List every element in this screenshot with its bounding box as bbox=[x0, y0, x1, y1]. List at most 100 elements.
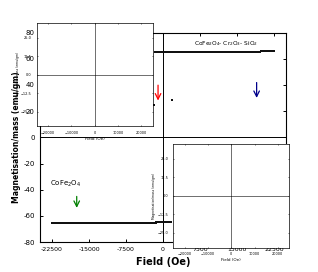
Point bbox=[127, 221, 132, 225]
Point bbox=[213, 238, 218, 243]
Point bbox=[209, 238, 214, 243]
Point bbox=[72, 221, 77, 225]
Point bbox=[73, 221, 78, 225]
Point bbox=[54, 115, 59, 119]
Point bbox=[94, 221, 100, 225]
Point bbox=[243, 149, 248, 153]
Point bbox=[191, 50, 197, 54]
Point bbox=[96, 31, 101, 36]
Point bbox=[109, 31, 114, 35]
Point bbox=[110, 221, 115, 225]
Point bbox=[235, 50, 240, 54]
Point bbox=[186, 239, 191, 243]
Point bbox=[149, 220, 155, 225]
Point bbox=[152, 220, 157, 225]
Point bbox=[186, 239, 191, 243]
Point bbox=[201, 50, 206, 54]
Point bbox=[195, 239, 200, 243]
Point bbox=[196, 50, 201, 54]
Point bbox=[241, 149, 246, 153]
Point bbox=[48, 115, 53, 119]
Point bbox=[152, 103, 157, 107]
Point bbox=[118, 221, 123, 225]
Point bbox=[65, 115, 70, 119]
Point bbox=[188, 239, 193, 243]
Point bbox=[94, 114, 99, 118]
Point bbox=[90, 114, 95, 118]
Point bbox=[269, 149, 274, 153]
Point bbox=[149, 220, 154, 225]
Point bbox=[197, 50, 202, 54]
Point bbox=[205, 50, 211, 54]
Point bbox=[217, 238, 222, 243]
Point bbox=[69, 115, 74, 119]
Point bbox=[215, 238, 220, 243]
Point bbox=[230, 238, 235, 242]
Point bbox=[210, 50, 215, 54]
Point bbox=[71, 114, 76, 119]
Point bbox=[200, 50, 205, 54]
Point bbox=[178, 239, 183, 243]
Point bbox=[230, 149, 235, 154]
Point bbox=[176, 50, 182, 54]
Point bbox=[245, 50, 250, 54]
Point bbox=[126, 221, 131, 225]
Point bbox=[100, 221, 105, 225]
Point bbox=[142, 220, 147, 225]
Point bbox=[66, 221, 71, 225]
Point bbox=[61, 221, 66, 225]
Point bbox=[280, 149, 285, 153]
Point bbox=[193, 239, 198, 243]
Point bbox=[84, 114, 89, 119]
Point bbox=[232, 149, 237, 154]
Point bbox=[130, 221, 135, 225]
Point bbox=[121, 221, 127, 225]
Point bbox=[254, 49, 259, 54]
Point bbox=[203, 239, 208, 243]
Point bbox=[225, 50, 230, 54]
Point bbox=[141, 30, 146, 35]
Point bbox=[73, 114, 78, 119]
Point bbox=[45, 115, 51, 119]
Point bbox=[53, 115, 58, 119]
Point bbox=[138, 30, 143, 35]
Point bbox=[191, 50, 196, 54]
Point bbox=[250, 149, 255, 153]
Point bbox=[50, 115, 55, 119]
Point bbox=[130, 221, 135, 225]
Point bbox=[242, 149, 247, 153]
Point bbox=[215, 50, 220, 54]
Point bbox=[194, 239, 199, 243]
Point bbox=[239, 149, 244, 153]
Point bbox=[244, 149, 249, 153]
Point bbox=[207, 238, 212, 243]
Point bbox=[72, 114, 77, 119]
Point bbox=[277, 149, 282, 153]
Point bbox=[110, 31, 115, 35]
Point bbox=[247, 50, 252, 54]
Point bbox=[78, 114, 83, 119]
Point bbox=[227, 50, 232, 54]
Point bbox=[78, 114, 83, 119]
Point bbox=[246, 50, 252, 54]
Point bbox=[121, 221, 126, 225]
Point bbox=[152, 50, 157, 54]
Point bbox=[54, 115, 59, 119]
Point bbox=[202, 239, 207, 243]
Point bbox=[100, 31, 106, 35]
Point bbox=[181, 50, 186, 54]
Point bbox=[134, 30, 139, 35]
Point bbox=[94, 221, 100, 225]
Point bbox=[210, 238, 215, 243]
Point bbox=[128, 30, 133, 35]
Point bbox=[102, 31, 107, 35]
Point bbox=[268, 49, 273, 54]
Point bbox=[251, 149, 256, 153]
Point bbox=[227, 238, 232, 242]
Point bbox=[258, 49, 263, 54]
Point bbox=[196, 239, 201, 243]
Point bbox=[102, 31, 107, 35]
Point bbox=[165, 220, 170, 225]
Point bbox=[234, 50, 239, 54]
Point bbox=[132, 30, 137, 35]
